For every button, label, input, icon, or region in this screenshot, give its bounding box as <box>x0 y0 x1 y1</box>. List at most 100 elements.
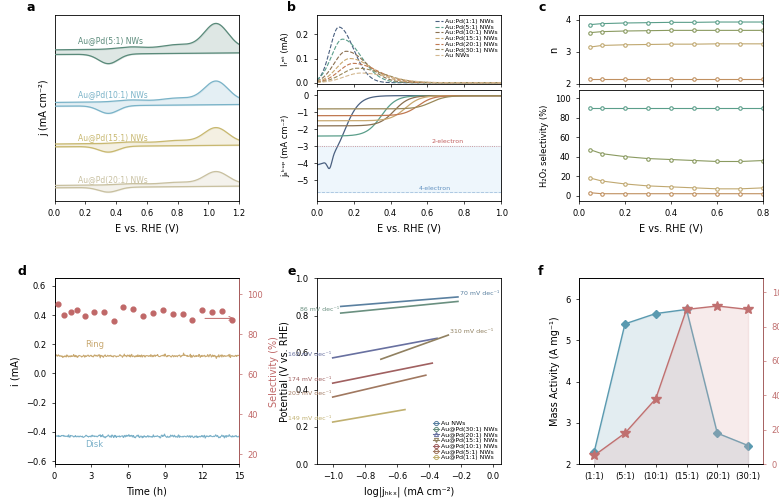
Point <box>157 306 169 314</box>
Text: 174 mV dec⁻¹: 174 mV dec⁻¹ <box>287 377 331 382</box>
Au:Pd(5:1) NWs <box>334 38 344 44</box>
Au:Pd(10:1) NWs <box>312 78 322 84</box>
Au NWs <box>446 80 456 86</box>
Au:Pd(10:1) NWs <box>342 48 351 54</box>
Y-axis label: Iᵣᵊᵗ (mA): Iᵣᵊᵗ (mA) <box>280 32 290 66</box>
Y-axis label: i (mA): i (mA) <box>10 356 20 386</box>
Au:Pd(30:1) NWs <box>496 80 506 86</box>
Text: Au@Pd(15:1) NWs: Au@Pd(15:1) NWs <box>78 133 147 142</box>
Au:Pd(15:1) NWs <box>334 62 344 68</box>
Point <box>65 308 77 316</box>
Au:Pd(10:1) NWs <box>446 80 456 86</box>
Point <box>216 307 228 315</box>
Au:Pd(1:1) NWs <box>372 78 382 84</box>
Text: 149 mV dec⁻¹: 149 mV dec⁻¹ <box>287 416 331 421</box>
Au:Pd(1:1) NWs <box>335 24 344 30</box>
Text: Disk: Disk <box>85 440 104 449</box>
Point <box>79 312 91 320</box>
Au:Pd(20:1) NWs <box>349 60 358 66</box>
Text: 86 mV dec⁻¹: 86 mV dec⁻¹ <box>300 307 339 312</box>
Au:Pd(1:1) NWs <box>312 77 322 83</box>
Au:Pd(20:1) NWs <box>312 79 322 85</box>
Text: c: c <box>538 1 545 14</box>
Point <box>137 311 150 319</box>
Au:Pd(5:1) NWs <box>446 80 456 86</box>
Au:Pd(10:1) NWs <box>496 80 506 86</box>
Au NWs <box>334 76 344 82</box>
Text: a: a <box>26 1 35 14</box>
Au:Pd(20:1) NWs <box>428 80 438 86</box>
Text: 203 mV dec⁻¹: 203 mV dec⁻¹ <box>287 391 331 396</box>
Text: d: d <box>18 265 26 278</box>
Point <box>88 308 100 316</box>
Y-axis label: H₂O₂ selectivity (%): H₂O₂ selectivity (%) <box>540 104 549 187</box>
Au:Pd(20:1) NWs <box>386 74 395 80</box>
Au:Pd(5:1) NWs <box>386 78 395 84</box>
Au:Pd(15:1) NWs <box>312 79 322 85</box>
Line: Au:Pd(5:1) NWs: Au:Pd(5:1) NWs <box>317 39 501 83</box>
Au:Pd(30:1) NWs <box>446 80 456 86</box>
Point <box>52 300 65 308</box>
Point <box>196 306 209 314</box>
Line: Au:Pd(30:1) NWs: Au:Pd(30:1) NWs <box>317 68 501 83</box>
Point <box>117 303 129 311</box>
Text: 4-electron: 4-electron <box>418 186 450 191</box>
Text: b: b <box>287 1 296 14</box>
Legend: Au:Pd(1:1) NWs, Au:Pd(5:1) NWs, Au:Pd(10:1) NWs, Au:Pd(15:1) NWs, Au:Pd(20:1) NW: Au:Pd(1:1) NWs, Au:Pd(5:1) NWs, Au:Pd(10… <box>435 18 498 59</box>
Au:Pd(1:1) NWs <box>334 24 344 30</box>
Text: Au@Pd(20:1) NWs: Au@Pd(20:1) NWs <box>78 175 147 184</box>
Au:Pd(1:1) NWs <box>446 80 455 86</box>
Y-axis label: Selectivity (%): Selectivity (%) <box>269 336 279 407</box>
Point <box>206 308 218 316</box>
Au:Pd(30:1) NWs <box>334 72 344 78</box>
X-axis label: E vs. RHE (V): E vs. RHE (V) <box>639 224 703 234</box>
Au NWs <box>386 74 395 80</box>
Text: f: f <box>538 265 544 278</box>
Text: Ring: Ring <box>85 340 104 349</box>
Au:Pd(15:1) NWs <box>372 68 382 74</box>
Au:Pd(5:1) NWs <box>372 72 382 78</box>
Point <box>167 310 179 318</box>
Au:Pd(1:1) NWs <box>446 80 456 86</box>
X-axis label: Time (h): Time (h) <box>126 487 167 497</box>
Text: 70 mV dec⁻¹: 70 mV dec⁻¹ <box>460 291 499 296</box>
Point <box>176 310 189 318</box>
Au:Pd(20:1) NWs <box>372 68 382 74</box>
Point <box>58 311 71 319</box>
Point <box>97 308 110 316</box>
Au:Pd(30:1) NWs <box>372 69 382 75</box>
Au:Pd(30:1) NWs <box>428 79 438 85</box>
Text: 310 mV dec⁻¹: 310 mV dec⁻¹ <box>450 329 493 334</box>
Au:Pd(30:1) NWs <box>386 73 395 79</box>
Point <box>70 306 83 314</box>
Y-axis label: jₐᵏᵘᵖ (mA cm⁻²): jₐᵏᵘᵖ (mA cm⁻²) <box>281 114 291 177</box>
Au:Pd(30:1) NWs <box>353 65 362 71</box>
Au:Pd(15:1) NWs <box>428 80 438 86</box>
X-axis label: E vs. RHE (V): E vs. RHE (V) <box>115 224 179 234</box>
Point <box>108 317 120 325</box>
Au NWs <box>496 80 506 86</box>
Line: Au NWs: Au NWs <box>317 73 501 83</box>
Au:Pd(1:1) NWs <box>428 80 438 86</box>
Au:Pd(15:1) NWs <box>446 80 456 86</box>
Au:Pd(10:1) NWs <box>446 80 455 86</box>
Point <box>146 309 159 317</box>
Au NWs <box>446 80 455 86</box>
Point <box>127 305 139 313</box>
Au:Pd(10:1) NWs <box>386 77 395 83</box>
Au:Pd(30:1) NWs <box>312 79 322 85</box>
Line: Au:Pd(15:1) NWs: Au:Pd(15:1) NWs <box>317 58 501 83</box>
Au:Pd(20:1) NWs <box>334 68 344 74</box>
Au:Pd(30:1) NWs <box>446 80 455 86</box>
Au:Pd(1:1) NWs <box>386 80 395 86</box>
Au:Pd(1:1) NWs <box>496 80 506 86</box>
Text: e: e <box>287 265 296 278</box>
X-axis label: E vs. RHE (V): E vs. RHE (V) <box>377 224 441 234</box>
Y-axis label: n: n <box>549 46 559 52</box>
Au:Pd(15:1) NWs <box>386 75 395 81</box>
Au:Pd(15:1) NWs <box>345 55 354 61</box>
Au:Pd(15:1) NWs <box>496 80 506 86</box>
Au:Pd(20:1) NWs <box>446 80 455 86</box>
Legend: Au NWs, Au@Pd(30:1) NWs, Au@Pd(20:1) NWs, Au@Pd(15:1) NWs, Au@Pd(10:1) NWs, Au@P: Au NWs, Au@Pd(30:1) NWs, Au@Pd(20:1) NWs… <box>432 420 498 461</box>
Text: 2-electron: 2-electron <box>431 139 464 144</box>
